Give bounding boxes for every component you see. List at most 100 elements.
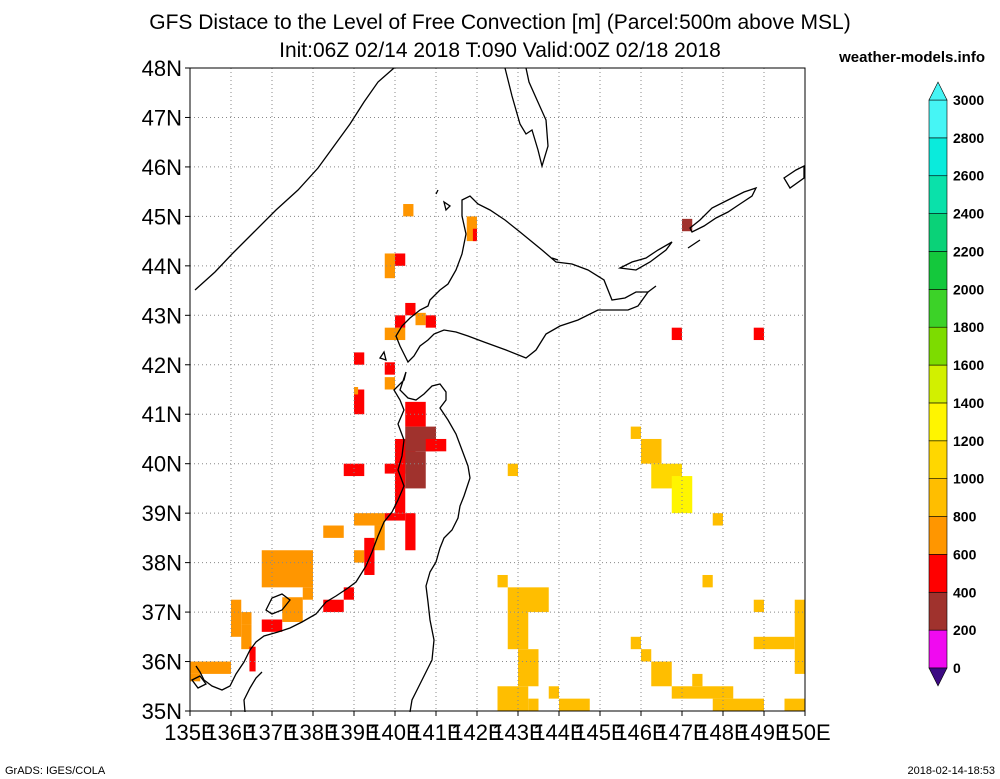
colorbar-label: 800 <box>953 509 977 525</box>
data-cell <box>403 204 414 217</box>
data-cell <box>405 302 416 316</box>
colorbar-label: 2400 <box>953 206 984 222</box>
data-cell <box>354 389 365 415</box>
data-cell <box>548 686 559 699</box>
data-cells <box>190 204 805 711</box>
data-cell <box>497 574 508 588</box>
colorbar-label: 0 <box>953 660 961 676</box>
x-tick-label: 136E <box>205 720 256 745</box>
x-tick-label: 141E <box>410 720 461 745</box>
data-cell <box>261 619 283 632</box>
data-cell <box>190 661 231 674</box>
data-cell <box>753 327 764 341</box>
y-tick-label: 39N <box>142 501 182 526</box>
x-tick-label: 143E <box>492 720 543 745</box>
data-cell <box>323 525 344 538</box>
y-tick-label: 38N <box>142 551 182 576</box>
colorbar-swatch <box>928 213 948 252</box>
colorbar-label: 2800 <box>953 130 984 146</box>
data-cell <box>231 599 242 637</box>
colorbar-min-triangle <box>928 667 948 687</box>
colorbar-swatch <box>928 440 948 479</box>
colorbar-swatch <box>928 516 948 555</box>
data-cell <box>343 587 354 600</box>
data-cell <box>651 661 672 687</box>
colorbar-swatch <box>928 402 948 442</box>
colorbar-label: 200 <box>953 622 977 638</box>
colorbar-label: 1800 <box>953 319 984 335</box>
data-cell <box>261 550 313 588</box>
data-cell <box>466 216 477 242</box>
colorbar-label: 2600 <box>953 168 984 184</box>
data-cell <box>395 315 406 328</box>
colorbar-label: 600 <box>953 546 977 562</box>
data-cell <box>241 624 252 650</box>
data-cell <box>384 362 395 375</box>
colorbar-label: 2200 <box>953 243 984 259</box>
colorbar-swatch <box>928 175 948 214</box>
data-cell <box>395 463 406 514</box>
data-cell <box>374 525 385 551</box>
data-cell <box>518 649 539 687</box>
data-cell <box>641 649 652 662</box>
y-tick-label: 46N <box>142 155 182 180</box>
site-label: weather-models.info <box>838 49 985 66</box>
plot-frame <box>189 67 806 712</box>
data-cell <box>507 463 518 477</box>
data-cell <box>753 636 795 650</box>
chart-title: GFS Distace to the Level of Free Convect… <box>149 11 850 34</box>
colorbar-label: 3000 <box>953 92 984 108</box>
data-cell <box>415 312 426 326</box>
data-cell <box>384 327 406 341</box>
y-tick-label: 35N <box>142 699 182 724</box>
data-cell <box>354 387 359 395</box>
data-cell <box>302 587 313 600</box>
data-cell <box>682 218 693 232</box>
data-cell <box>671 327 682 341</box>
y-tick-label: 40N <box>142 452 182 477</box>
y-tick-label: 41N <box>142 402 182 427</box>
data-cell <box>282 597 303 622</box>
data-cell <box>507 587 549 613</box>
data-cell <box>395 253 406 266</box>
x-tick-label: 144E <box>533 720 584 745</box>
chart-subtitle: Init:06Z 02/14 2018 T:090 Valid:00Z 02/1… <box>279 39 721 62</box>
data-cell <box>343 463 365 477</box>
y-tick-label: 45N <box>142 204 182 229</box>
data-cell <box>712 698 764 711</box>
data-cell <box>190 673 201 682</box>
colorbar-swatch <box>928 478 948 517</box>
data-cell <box>528 698 539 711</box>
colorbar: 0 200 400 600 800 1000 1200 1400 1600 1800 2000 220… <box>928 81 984 687</box>
x-tick-label: 140E <box>369 720 420 745</box>
colorbar-swatch <box>928 326 948 366</box>
colorbar-swatch <box>928 364 948 404</box>
data-cell <box>384 253 395 279</box>
x-tick-label: 149E <box>738 720 789 745</box>
data-cell <box>507 612 529 650</box>
x-tick-label: 148E <box>697 720 748 745</box>
data-cell <box>630 636 641 650</box>
colorbar-swatch <box>928 554 948 593</box>
data-cell <box>794 599 805 674</box>
x-tick-label: 139E <box>328 720 379 745</box>
y-tick-label: 44N <box>142 254 182 279</box>
data-cell <box>630 426 641 439</box>
data-cell <box>671 476 693 514</box>
colorbar-swatch <box>928 99 948 139</box>
data-cell <box>784 698 805 711</box>
colorbar-swatch <box>928 289 948 328</box>
y-tick-label: 37N <box>142 600 182 625</box>
grid-lines <box>190 68 805 711</box>
x-tick-label: 146E <box>615 720 666 745</box>
data-cell <box>559 698 590 711</box>
colorbar-max-triangle <box>928 81 948 101</box>
data-cell <box>405 401 426 427</box>
colorbar-label: 2000 <box>953 281 984 297</box>
data-cell <box>354 352 365 365</box>
colorbar-swatch <box>928 251 948 290</box>
x-tick-label: 135E <box>164 720 215 745</box>
data-cell <box>692 673 703 687</box>
colorbar-label: 1600 <box>953 357 984 373</box>
